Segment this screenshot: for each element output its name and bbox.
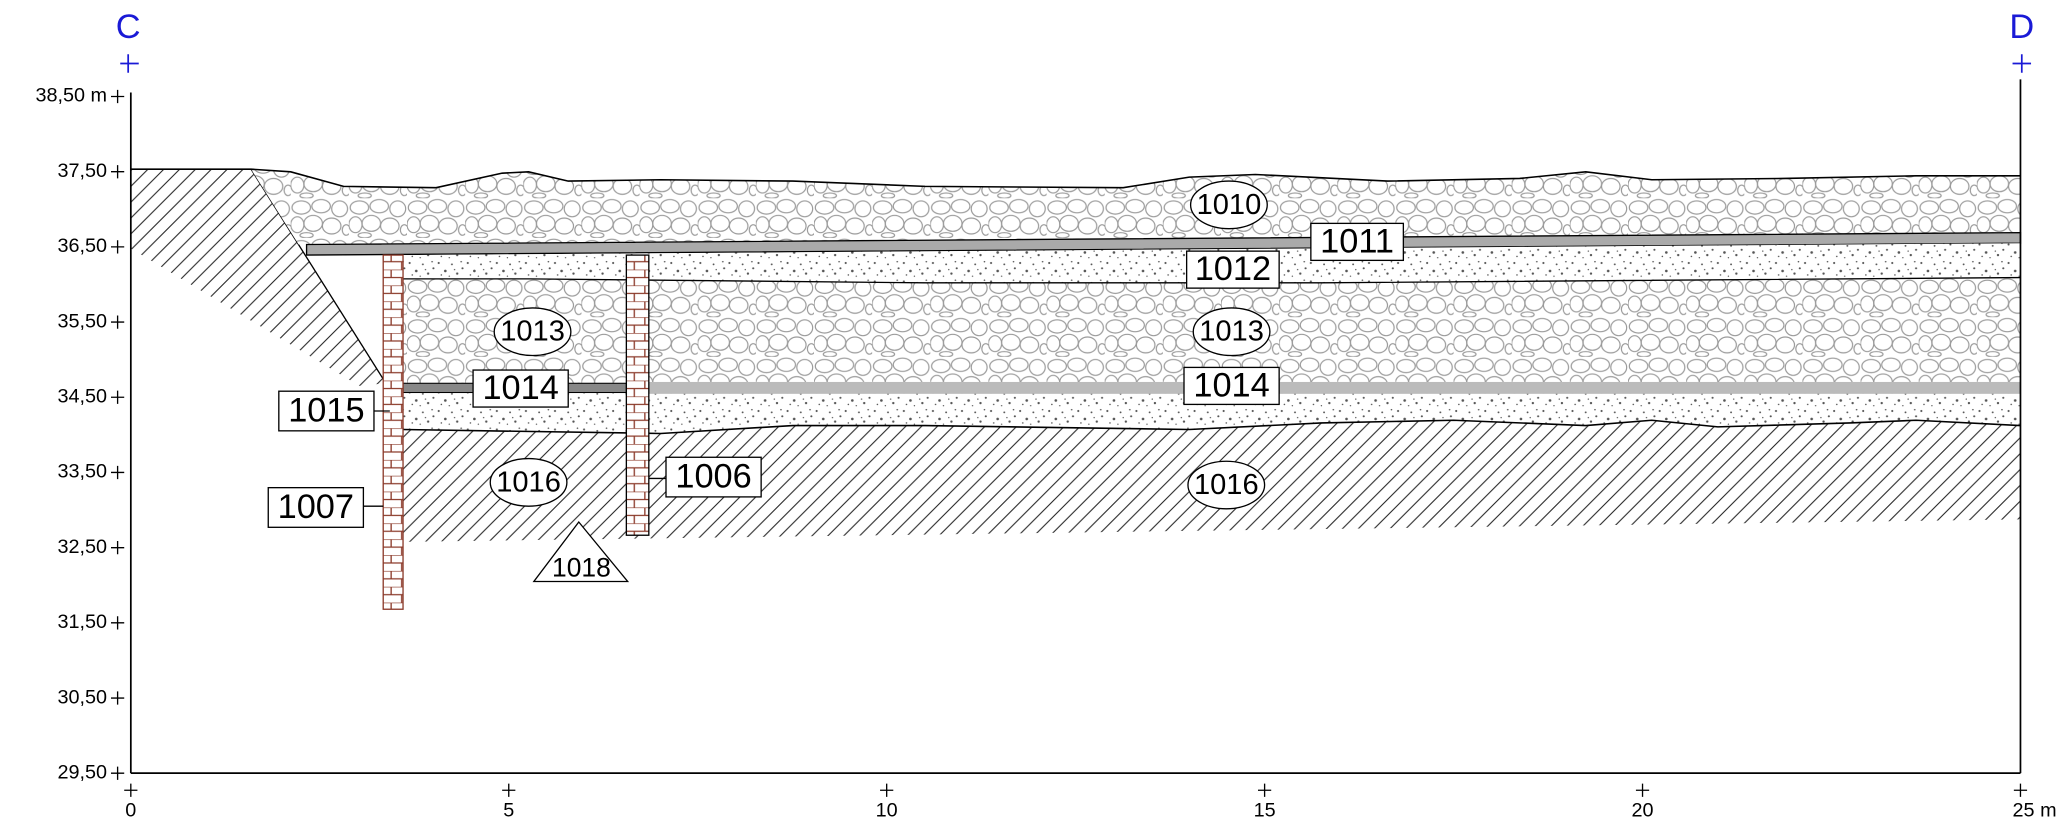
context-label: 1014: [482, 369, 558, 407]
x-tick-label: 0: [125, 800, 136, 822]
y-tick: [111, 465, 125, 480]
y-tick: [111, 165, 125, 179]
context-label: 1015: [288, 391, 364, 429]
y-tick: [111, 89, 125, 104]
context-label: 1010: [1197, 189, 1262, 221]
x-tick: [880, 783, 894, 797]
strata: [130, 168, 2022, 610]
y-tick: [111, 541, 125, 555]
y-tick: [111, 390, 125, 404]
y-tick-label: 35,50: [57, 310, 107, 332]
context-label: 1007: [278, 488, 354, 526]
start-marker: C: [116, 8, 141, 46]
y-tick-label: 31,50: [57, 611, 107, 633]
end-marker: D: [2009, 8, 2034, 46]
x-tick: [124, 783, 138, 797]
context-label: 1012: [1195, 250, 1271, 288]
y-tick: [111, 240, 125, 254]
x-tick: [1258, 783, 1272, 797]
x-tick: [1635, 783, 1650, 797]
y-tick-label: 37,50: [57, 160, 107, 182]
y-tick-label: 36,50: [57, 235, 107, 257]
y-tick-label: 33,50: [57, 461, 107, 483]
x-tick-label: 15: [1254, 800, 1276, 822]
x-tick: [2013, 783, 2028, 797]
y-tick: [111, 315, 125, 329]
x-tick-label: 25 m: [2013, 800, 2057, 822]
context-label: 1006: [675, 457, 751, 495]
context-label: 1016: [1194, 469, 1259, 501]
y-tick-label: 34,50: [57, 386, 107, 408]
y-tick: [111, 691, 125, 705]
y-tick: [111, 766, 125, 780]
y-tick-label: 29,50: [57, 761, 107, 783]
context-label: 1013: [500, 316, 565, 348]
context-label: 1016: [496, 466, 561, 498]
context-label: 1014: [1193, 366, 1269, 404]
context-label: 1013: [1199, 316, 1264, 348]
y-tick-label: 30,50: [57, 686, 107, 708]
y-tick: [111, 616, 125, 630]
x-tick-label: 20: [1632, 800, 1654, 822]
x-tick-label: 5: [503, 800, 514, 822]
x-tick: [502, 783, 516, 797]
context-labels: [267, 180, 1405, 528]
context-label: 1011: [1320, 222, 1394, 260]
y-tick-label: 32,50: [57, 536, 107, 558]
context-label: 1018: [552, 553, 611, 583]
y-tick-label: 38,50 m: [35, 85, 107, 107]
axes: [120, 54, 2032, 774]
x-tick-label: 10: [876, 800, 898, 822]
